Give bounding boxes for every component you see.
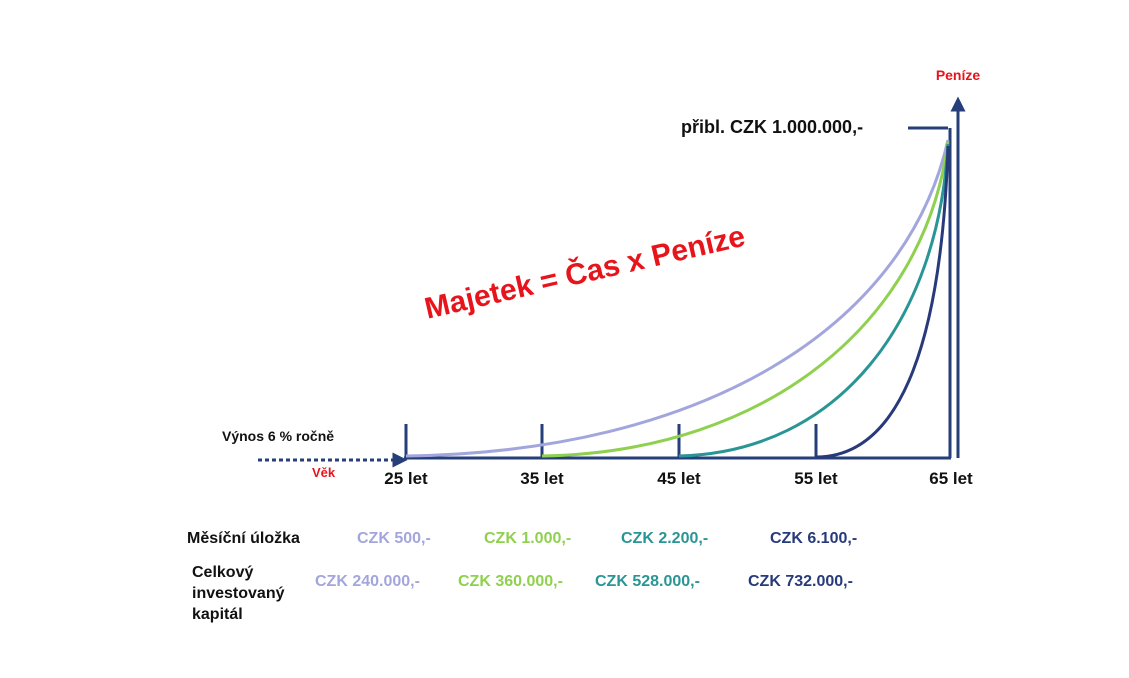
age-label: 45 let xyxy=(657,469,701,488)
age-label: 55 let xyxy=(794,469,838,488)
growth-curve xyxy=(541,141,950,458)
curves xyxy=(405,139,950,459)
monthly-amount: CZK 2.200,- xyxy=(621,530,708,547)
monthly-amount: CZK 6.100,- xyxy=(770,530,857,547)
growth-curve xyxy=(815,145,950,459)
row-label: investovaný xyxy=(192,585,285,602)
total-amount: CZK 732.000,- xyxy=(748,573,853,590)
target-label: přibl. CZK 1.000.000,- xyxy=(681,117,863,137)
age-label: 65 let xyxy=(929,469,973,488)
growth-curve xyxy=(678,143,950,458)
age-label: 35 let xyxy=(520,469,564,488)
row-label: Celkový xyxy=(192,564,253,581)
axes xyxy=(258,96,966,468)
row-label: kapitál xyxy=(192,606,243,623)
title: Majetek = Čas x Peníze xyxy=(421,219,748,326)
x-label: Věk xyxy=(312,465,336,480)
total-amount: CZK 360.000,- xyxy=(458,573,563,590)
growth-curve xyxy=(405,139,950,458)
total-amount: CZK 528.000,- xyxy=(595,573,700,590)
age-label: 25 let xyxy=(384,469,428,488)
yield-note: Výnos 6 % ročně xyxy=(222,428,334,444)
y-label: Peníze xyxy=(936,67,981,83)
total-amount: CZK 240.000,- xyxy=(315,573,420,590)
row-label: Měsíční úložka xyxy=(187,530,300,547)
monthly-amount: CZK 1.000,- xyxy=(484,530,571,547)
monthly-amount: CZK 500,- xyxy=(357,530,431,547)
